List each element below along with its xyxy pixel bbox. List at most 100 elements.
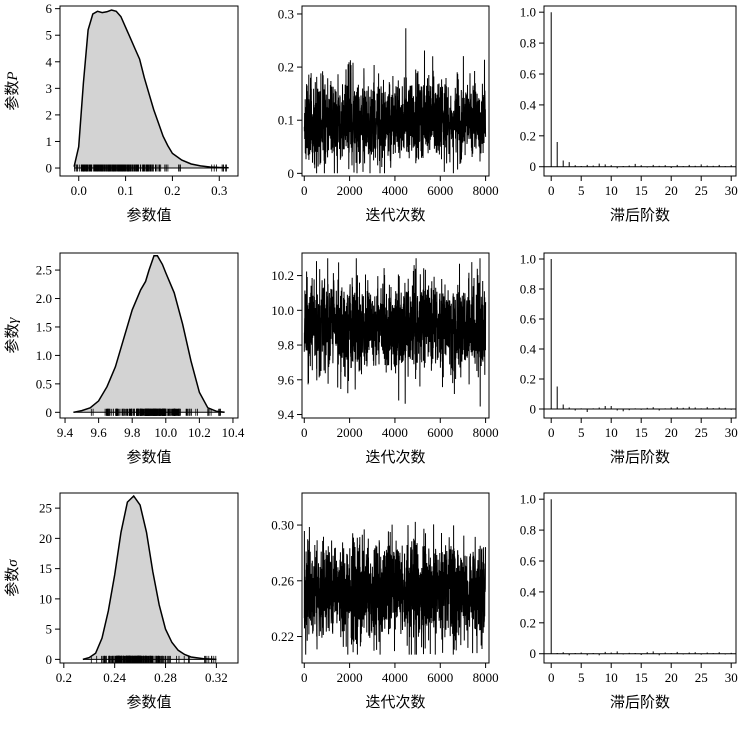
y-tick-label: 0.30 — [271, 518, 294, 533]
x-tick-label: 8000 — [473, 183, 499, 198]
x-axis-label: 迭代次数 — [365, 693, 425, 711]
density-curve — [73, 9, 229, 169]
x-tick-label: 0.3 — [211, 183, 227, 198]
x-axis-label: 参数值 — [126, 206, 171, 224]
panel-dens_s: 0.2 0.24 0.28 0.32 0 5 10 15 20 25 参数值 — [39, 492, 239, 711]
y-tick-label: 0.2 — [520, 372, 536, 387]
x-axis-label: 滞后阶数 — [610, 206, 670, 224]
x-axis-label: 滞后阶数 — [610, 448, 670, 466]
x-tick-label: 2000 — [337, 670, 363, 685]
x-tick-label: 0 — [301, 425, 308, 440]
density-curve — [82, 494, 217, 661]
row-label-σ: 参数σ — [3, 559, 21, 597]
y-tick-label: 0.4 — [520, 97, 537, 112]
rug-marks — [74, 164, 227, 172]
y-tick-label: 3 — [46, 81, 53, 96]
y-tick-label: 10 — [39, 591, 52, 606]
x-tick-label: 2000 — [337, 183, 363, 198]
y-tick-label: 0 — [530, 402, 537, 417]
y-tick-label: 0 — [46, 405, 53, 420]
plot-area — [544, 259, 736, 412]
y-tick-label: 9.8 — [278, 338, 294, 353]
trace-line — [303, 258, 487, 407]
panel-frame — [301, 5, 490, 177]
y-tick-label: 2 — [46, 107, 53, 122]
y-tick-label: 9.4 — [278, 407, 295, 422]
y-axis: 0 0.5 1.0 1.5 2.0 2.5 — [36, 263, 60, 420]
x-axis: 9.4 9.6 9.8 10.0 10.2 10.4 — [57, 418, 245, 440]
x-tick-label: 4000 — [382, 670, 408, 685]
y-tick-label: 5 — [46, 28, 53, 43]
row-label-P: 参数P — [3, 71, 21, 110]
x-tick-label: 6000 — [427, 183, 453, 198]
row-label-symbol: P — [5, 71, 21, 81]
row-label-prefix: 参数 — [3, 567, 21, 597]
y-tick-label: 0.4 — [520, 342, 537, 357]
y-tick-label: 0 — [46, 161, 53, 176]
y-tick-label: 0.8 — [520, 523, 536, 538]
x-tick-label: 0.2 — [56, 670, 72, 685]
y-tick-label: 9.6 — [278, 372, 295, 387]
x-tick-label: 8000 — [473, 670, 499, 685]
y-tick-label: 0.2 — [520, 615, 536, 630]
plot-area — [303, 28, 487, 174]
y-tick-label: 0 — [46, 652, 53, 667]
x-tick-label: 0 — [548, 670, 555, 685]
panel-frame — [301, 492, 490, 664]
y-tick-label: 5 — [46, 622, 53, 637]
panel-frame — [59, 492, 239, 664]
x-axis-label: 参数值 — [126, 693, 171, 711]
y-tick-label: 0.6 — [520, 554, 537, 569]
panel-dens_g: 9.4 9.6 9.8 10.0 10.2 10.4 0 0.5 1.0 1.5 2.0 2.5 参数值 — [36, 252, 245, 466]
x-tick-label: 8000 — [473, 425, 499, 440]
y-tick-label: 0 — [530, 646, 537, 661]
y-tick-label: 1.5 — [36, 319, 52, 334]
y-tick-label: 0.1 — [278, 113, 294, 128]
x-tick-label: 6000 — [427, 425, 453, 440]
y-tick-label: 0.8 — [520, 36, 536, 51]
x-tick-label: 0.1 — [117, 183, 133, 198]
panel-acf_P: 0 5 10 15 20 25 30 0 0.2 0.4 0.6 0.8 1.0 滞后阶数 — [520, 5, 738, 224]
x-tick-label: 0 — [301, 670, 308, 685]
x-tick-label: 20 — [665, 183, 678, 198]
y-axis: 0 0.2 0.4 0.6 0.8 1.0 — [520, 5, 544, 174]
y-tick-label: 0.2 — [278, 60, 294, 75]
plot-area — [82, 494, 217, 663]
density-fill — [73, 255, 225, 413]
x-tick-label: 30 — [725, 425, 738, 440]
plot-area — [544, 499, 736, 656]
rug-marks — [90, 408, 222, 416]
x-tick-label: 10.2 — [188, 425, 211, 440]
row-label-prefix: 参数 — [3, 81, 21, 111]
panel-trace_g: 0 2000 4000 6000 8000 9.4 9.6 9.8 10.0 10.2 迭代次数 — [271, 252, 499, 466]
trace-line — [303, 28, 487, 174]
x-axis: 0 2000 4000 6000 8000 — [301, 663, 499, 685]
y-tick-label: 0.4 — [520, 584, 537, 599]
y-tick-label: 0.2 — [520, 128, 536, 143]
x-tick-label: 2000 — [337, 425, 363, 440]
row-label-symbol: σ — [5, 559, 21, 567]
x-tick-label: 4000 — [382, 425, 408, 440]
y-tick-label: 1.0 — [36, 348, 52, 363]
y-tick-label: 0.6 — [520, 67, 537, 82]
x-tick-label: 0 — [301, 183, 308, 198]
density-curve — [73, 255, 225, 414]
panel-dens_P: 0.0 0.1 0.2 0.3 0 1 2 3 4 5 6 参数值 — [46, 1, 239, 224]
x-tick-label: 10 — [605, 425, 618, 440]
x-tick-label: 25 — [695, 670, 708, 685]
x-tick-label: 5 — [578, 425, 585, 440]
density-fill — [74, 10, 229, 168]
x-tick-label: 0.0 — [71, 183, 87, 198]
x-tick-label: 9.8 — [124, 425, 140, 440]
panel-trace_s: 0 2000 4000 6000 8000 0.22 0.26 0.30 迭代次数 — [271, 492, 499, 711]
panel-frame — [543, 492, 737, 664]
x-tick-label: 0.28 — [154, 670, 177, 685]
x-tick-label: 15 — [635, 183, 648, 198]
x-tick-label: 5 — [578, 670, 585, 685]
x-tick-label: 6000 — [427, 670, 453, 685]
y-tick-label: 0 — [288, 166, 295, 181]
x-axis-label: 迭代次数 — [365, 206, 425, 224]
y-tick-label: 2.5 — [36, 263, 52, 278]
panel-acf_s: 0 5 10 15 20 25 30 0 0.2 0.4 0.6 0.8 1.0 滞后阶数 — [520, 492, 738, 711]
